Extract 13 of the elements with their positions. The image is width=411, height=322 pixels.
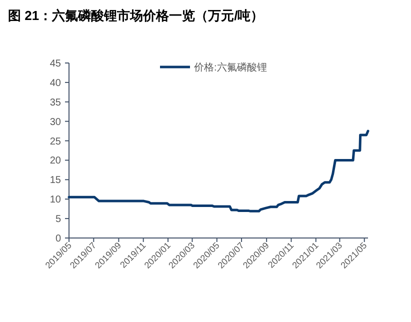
legend-label: 价格:六氟磷酸锂 [193,62,267,74]
y-tick-label: 10 [50,194,62,206]
line-series [68,130,370,212]
chart-title: 图 21：六氟磷酸锂市场价格一览（万元/吨） [8,8,264,23]
y-tick-label: 25 [50,136,62,148]
y-tick-label: 0 [55,234,62,244]
y-tick-label: 15 [50,175,62,186]
y-tick-label: 35 [50,97,62,108]
y-tick-label: 30 [50,116,62,128]
y-tick-label: 5 [55,214,62,226]
y-tick-label: 20 [50,156,62,167]
y-tick-label: 40 [50,78,62,89]
y-tick-label: 45 [50,58,62,70]
